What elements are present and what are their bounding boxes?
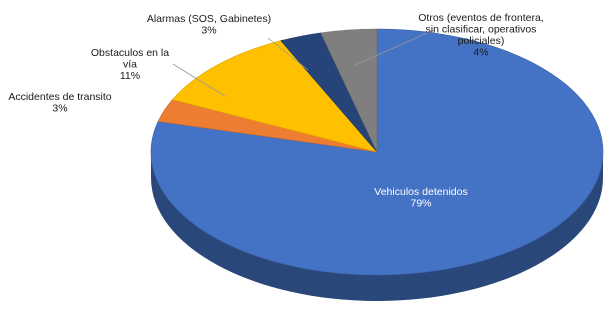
slice-side-0 (151, 152, 603, 301)
leader-lines (172, 29, 435, 97)
data-label-pct-1: 3% (52, 103, 67, 115)
data-label-2-line-0: Obstaculos en la (91, 47, 169, 59)
leader-line-2 (172, 63, 226, 97)
leader-line-3 (267, 37, 309, 71)
data-label-4-line-0: Otros (eventos de frontera, (418, 12, 543, 24)
data-label-4-line-1: sin clasificar, operativos (426, 24, 537, 36)
pie-slice-4 (320, 28, 378, 153)
data-label-2-line-1: vía (123, 59, 137, 71)
data-label-0-line-0: Vehiculos detenidos (374, 186, 467, 198)
data-label-4-line-2: policiales) (458, 35, 505, 47)
pie-sides (151, 152, 603, 301)
data-label-pct-4: 4% (473, 47, 488, 59)
data-label-3-line-0: Alarmas (SOS, Gabinetes) (147, 13, 271, 25)
pie-slice-2 (171, 40, 378, 153)
data-label-pct-0: 79% (410, 198, 431, 210)
data-label-1-line-0: Accidentes de transito (8, 91, 111, 103)
leader-line-4 (352, 29, 435, 67)
data-label-pct-3: 3% (201, 25, 216, 37)
pie-slices (150, 28, 604, 276)
data-label-pct-2: 11% (120, 70, 140, 82)
